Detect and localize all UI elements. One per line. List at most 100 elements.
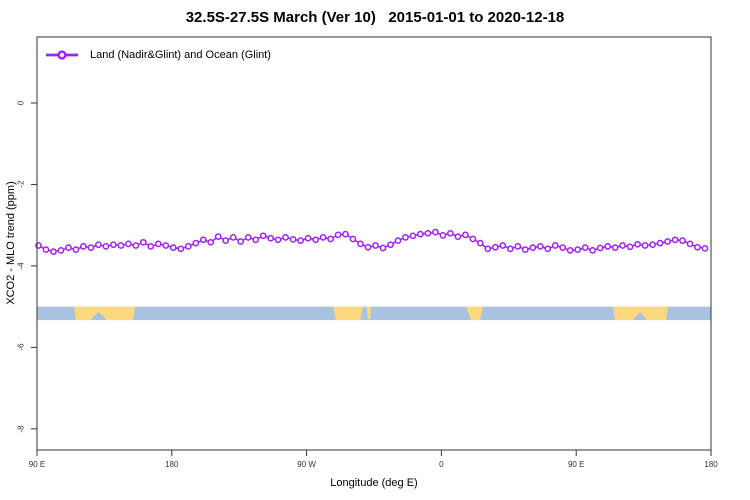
- data-point-marker: [656, 239, 664, 247]
- land-coverage-patch: [74, 306, 135, 321]
- data-point-marker: [679, 237, 686, 244]
- data-point-marker: [506, 245, 514, 253]
- data-point-marker: [229, 234, 237, 241]
- data-point-marker: [80, 243, 87, 250]
- x-tick-label: 90 E: [567, 460, 585, 469]
- data-point-marker: [581, 244, 589, 251]
- x-tick-label: 180: [165, 460, 179, 469]
- data-point-marker: [649, 241, 656, 249]
- data-point-marker: [551, 242, 559, 249]
- data-point-marker: [626, 243, 634, 251]
- data-point-marker: [72, 246, 80, 253]
- data-point-marker: [297, 237, 304, 244]
- x-tick-label: 90 E: [28, 460, 46, 469]
- data-point-marker: [95, 241, 102, 249]
- data-series-line: [38, 231, 706, 253]
- legend: Land (Nadir&Glint) and Ocean (Glint): [44, 49, 271, 61]
- data-point-marker: [57, 247, 65, 254]
- data-point-marker: [469, 235, 477, 243]
- data-point-marker: [252, 236, 260, 244]
- data-point-marker: [132, 242, 140, 249]
- data-point-marker: [334, 231, 342, 239]
- data-point-marker: [409, 232, 417, 240]
- chart-title: 32.5S-27.5S March (Ver 10) 2015-01-01 to…: [185, 9, 565, 26]
- data-point-marker: [282, 234, 289, 241]
- x-tick-label: 0: [439, 460, 444, 469]
- data-point-marker: [544, 245, 552, 253]
- data-point-marker: [424, 229, 432, 237]
- data-point-marker: [514, 243, 522, 250]
- data-point-marker: [476, 239, 484, 247]
- data-point-marker: [604, 243, 612, 250]
- data-point-marker: [566, 247, 574, 254]
- data-point-marker: [462, 231, 469, 239]
- y-tick-label: -4: [16, 262, 26, 270]
- data-point-marker: [701, 245, 709, 252]
- legend-label: Land (Nadir&Glint) and Ocean (Glint): [90, 49, 271, 61]
- data-point-marker: [87, 244, 95, 251]
- data-point-marker: [147, 243, 155, 250]
- data-point-marker: [372, 242, 379, 249]
- data-point-marker: [589, 247, 597, 254]
- data-point-marker: [267, 234, 275, 242]
- data-point-marker: [289, 236, 297, 243]
- data-point-marker: [447, 229, 454, 237]
- data-point-marker: [394, 237, 402, 244]
- y-tick-label: 0: [16, 100, 26, 106]
- data-point-marker: [349, 235, 357, 243]
- data-point-marker: [304, 234, 312, 242]
- data-point-marker: [619, 242, 626, 249]
- data-point-marker: [432, 228, 439, 236]
- land-coverage-patch: [466, 306, 483, 321]
- data-point-marker: [192, 239, 200, 247]
- data-point-marker: [559, 244, 567, 251]
- data-point-marker: [154, 240, 162, 248]
- data-point-marker: [686, 240, 694, 248]
- data-point-marker: [671, 236, 679, 244]
- data-point-marker: [184, 243, 192, 250]
- data-point-marker: [491, 243, 499, 251]
- land-coverage-patch: [367, 306, 371, 319]
- data-point-marker: [499, 242, 507, 249]
- y-tick-label: -8: [16, 425, 26, 433]
- data-point-marker: [274, 236, 282, 244]
- data-point-marker: [244, 234, 252, 241]
- data-point-marker: [214, 233, 222, 240]
- data-point-marker: [117, 242, 125, 249]
- data-point-marker: [222, 237, 230, 244]
- data-point-marker: [611, 244, 619, 251]
- data-point-marker: [357, 240, 364, 248]
- data-point-marker: [102, 243, 110, 250]
- y-axis-title: XCO2 - MLO trend (ppm): [5, 181, 17, 305]
- data-point-marker: [110, 241, 117, 249]
- plot-box: [36, 36, 712, 451]
- data-point-marker: [139, 238, 147, 246]
- data-point-marker: [379, 244, 387, 252]
- ocean-coverage-band: [37, 306, 711, 321]
- land-coverage-patch: [333, 306, 364, 321]
- data-point-marker: [327, 235, 334, 243]
- data-point-marker: [387, 241, 394, 249]
- data-point-marker: [454, 233, 462, 240]
- data-point-marker: [312, 236, 319, 244]
- data-point-marker: [42, 246, 50, 253]
- data-point-marker: [342, 230, 349, 238]
- y-tick-label: -6: [16, 343, 26, 351]
- data-point-marker: [574, 246, 582, 253]
- data-point-marker: [207, 238, 215, 246]
- data-point-marker: [484, 245, 492, 253]
- land-coverage-patch: [613, 306, 668, 321]
- data-point-marker: [596, 244, 604, 252]
- x-tick-label: 90 W: [297, 460, 316, 469]
- data-point-marker: [664, 238, 671, 245]
- data-point-marker: [694, 243, 701, 251]
- data-point-marker: [65, 244, 72, 251]
- legend-marker-icon: [46, 50, 78, 60]
- data-point-marker: [50, 248, 57, 255]
- data-point-marker: [319, 234, 327, 241]
- data-point-marker: [364, 243, 372, 251]
- y-tick-label: -2: [16, 180, 26, 188]
- data-point-marker: [162, 242, 170, 249]
